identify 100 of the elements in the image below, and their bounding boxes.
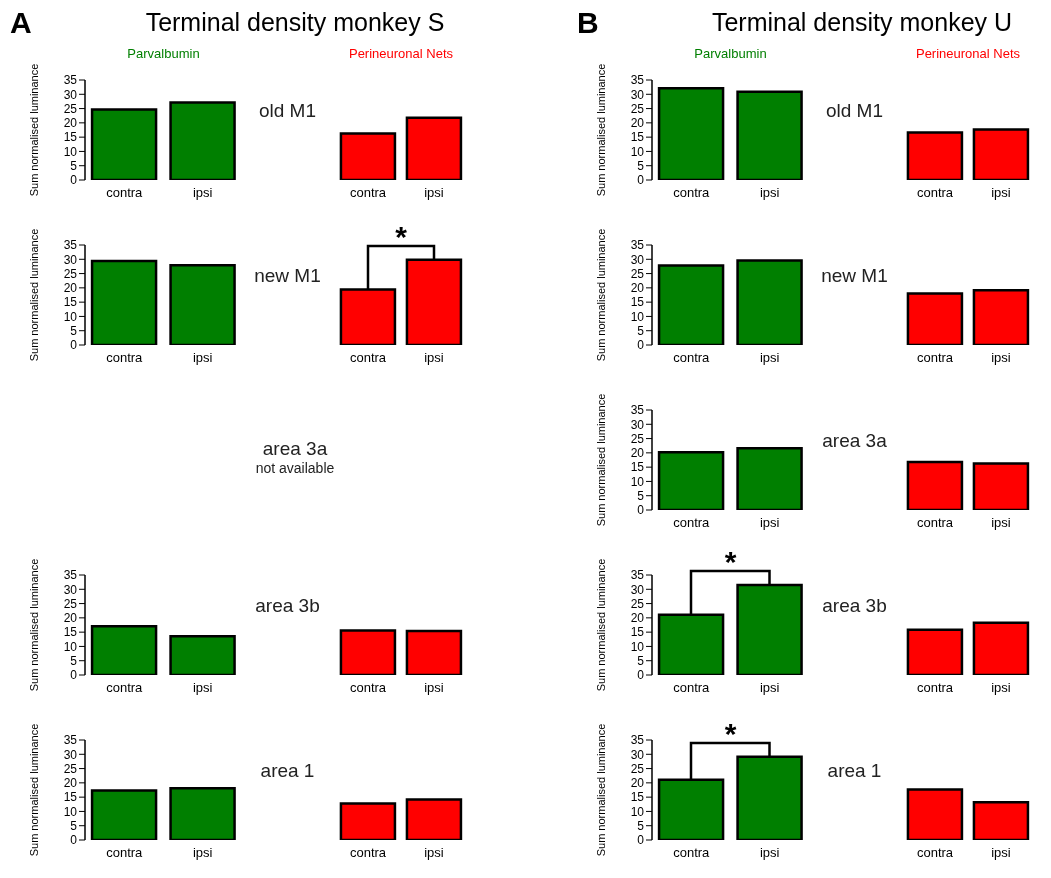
y-tick-label: 20 <box>630 611 645 626</box>
x-tick-label: contra <box>673 515 711 531</box>
x-tick-label: ipsi <box>991 350 1011 366</box>
y-tick-label: 20 <box>63 281 78 296</box>
y-tick-label: 35 <box>630 403 645 418</box>
y-tick-label: 10 <box>63 804 78 819</box>
text: area 3a <box>822 430 887 451</box>
y-tick-label: 15 <box>63 625 78 640</box>
y-tick-label: 25 <box>630 101 645 116</box>
x-tick-label: contra <box>106 845 144 861</box>
x-tick-label: ipsi <box>424 845 444 861</box>
y-tick-label: 0 <box>637 668 645 683</box>
y-tick-label: 25 <box>63 266 78 281</box>
x-tick-label: ipsi <box>991 185 1011 201</box>
y-tick-label: 30 <box>630 417 645 432</box>
x-tick-label: ipsi <box>424 350 444 366</box>
x-tick-label: ipsi <box>991 515 1011 531</box>
x-tick-label: ipsi <box>759 515 780 531</box>
y-tick-label: 25 <box>630 431 645 446</box>
x-tick-label: contra <box>673 350 711 366</box>
text: not available <box>255 460 335 476</box>
y-axis-title: Sum normalised luminance <box>27 63 40 197</box>
y-tick-label: 10 <box>630 804 645 819</box>
y-tick-label: 0 <box>637 503 645 518</box>
y-tick-label: 0 <box>70 173 78 188</box>
y-tick-label: 0 <box>637 338 645 353</box>
y-tick-label: 25 <box>630 596 645 611</box>
y-tick-label: 30 <box>63 747 78 762</box>
x-tick-label: contra <box>106 350 144 366</box>
chart-title: Parvalbumin <box>694 46 767 61</box>
x-tick-label: contra <box>916 185 954 201</box>
x-tick-label: ipsi <box>424 185 444 201</box>
y-tick-label: 35 <box>630 733 645 748</box>
y-tick-label: 30 <box>63 87 78 102</box>
x-tick-label: ipsi <box>192 845 213 861</box>
x-tick-label: ipsi <box>759 185 780 201</box>
y-tick-label: 25 <box>63 761 78 776</box>
y-tick-label: 20 <box>63 116 78 131</box>
y-tick-label: 20 <box>630 776 645 791</box>
y-tick-label: 10 <box>630 309 645 324</box>
y-tick-label: 0 <box>70 668 78 683</box>
y-axis-title: Sum normalised luminance <box>594 723 607 857</box>
y-tick-label: 30 <box>63 252 78 267</box>
y-axis-title: Sum normalised luminance <box>594 228 607 362</box>
y-tick-label: 35 <box>630 238 645 253</box>
y-tick-label: 10 <box>63 639 78 654</box>
text: Terminal density monkey U <box>711 8 1013 36</box>
annotation: * <box>395 219 407 253</box>
x-tick-label: ipsi <box>424 680 444 696</box>
y-tick-label: 30 <box>630 87 645 102</box>
x-tick-label: contra <box>349 185 387 201</box>
text: B <box>577 6 599 39</box>
text: A <box>10 6 32 39</box>
y-tick-label: 15 <box>630 295 645 310</box>
x-tick-label: contra <box>349 680 387 696</box>
y-tick-label: 5 <box>70 158 78 173</box>
x-tick-label: ipsi <box>192 185 213 201</box>
y-tick-label: 5 <box>637 653 645 668</box>
y-tick-label: 20 <box>630 116 645 131</box>
y-tick-label: 5 <box>637 158 645 173</box>
y-tick-label: 0 <box>637 173 645 188</box>
y-tick-label: 10 <box>63 144 78 159</box>
chart-title: Parvalbumin <box>127 46 200 61</box>
y-tick-label: 15 <box>630 790 645 805</box>
x-tick-label: contra <box>673 845 711 861</box>
x-tick-label: contra <box>916 515 954 531</box>
text: Terminal density monkey S <box>145 8 445 36</box>
y-tick-label: 35 <box>63 733 78 748</box>
y-axis-title: Sum normalised luminance <box>594 393 607 527</box>
text: old M1 <box>825 100 884 121</box>
y-tick-label: 5 <box>637 818 645 833</box>
text: area 1 <box>260 760 315 781</box>
y-tick-label: 20 <box>630 446 645 461</box>
y-tick-label: 15 <box>630 625 645 640</box>
y-tick-label: 15 <box>630 460 645 475</box>
x-tick-label: ipsi <box>991 680 1011 696</box>
y-tick-label: 5 <box>70 653 78 668</box>
x-tick-label: contra <box>916 845 954 861</box>
y-tick-label: 5 <box>637 488 645 503</box>
text: area 3b <box>822 595 887 616</box>
x-tick-label: ipsi <box>759 680 780 696</box>
text: old M1 <box>258 100 317 121</box>
text: area 3a <box>262 438 328 459</box>
y-tick-label: 25 <box>630 761 645 776</box>
text: new M1 <box>821 265 888 286</box>
y-tick-label: 35 <box>63 238 78 253</box>
x-tick-label: contra <box>673 185 711 201</box>
y-tick-label: 25 <box>630 266 645 281</box>
y-axis-title: Sum normalised luminance <box>594 558 607 692</box>
x-tick-label: contra <box>106 680 144 696</box>
y-tick-label: 35 <box>63 73 78 88</box>
x-tick-label: ipsi <box>759 350 780 366</box>
x-tick-label: contra <box>349 845 387 861</box>
y-tick-label: 0 <box>637 833 645 848</box>
y-tick-label: 5 <box>637 323 645 338</box>
x-tick-label: contra <box>916 350 954 366</box>
y-tick-label: 10 <box>630 474 645 489</box>
y-tick-label: 15 <box>63 790 78 805</box>
chart-title: Perineuronal Nets <box>915 46 1021 61</box>
text: area 1 <box>827 760 882 781</box>
